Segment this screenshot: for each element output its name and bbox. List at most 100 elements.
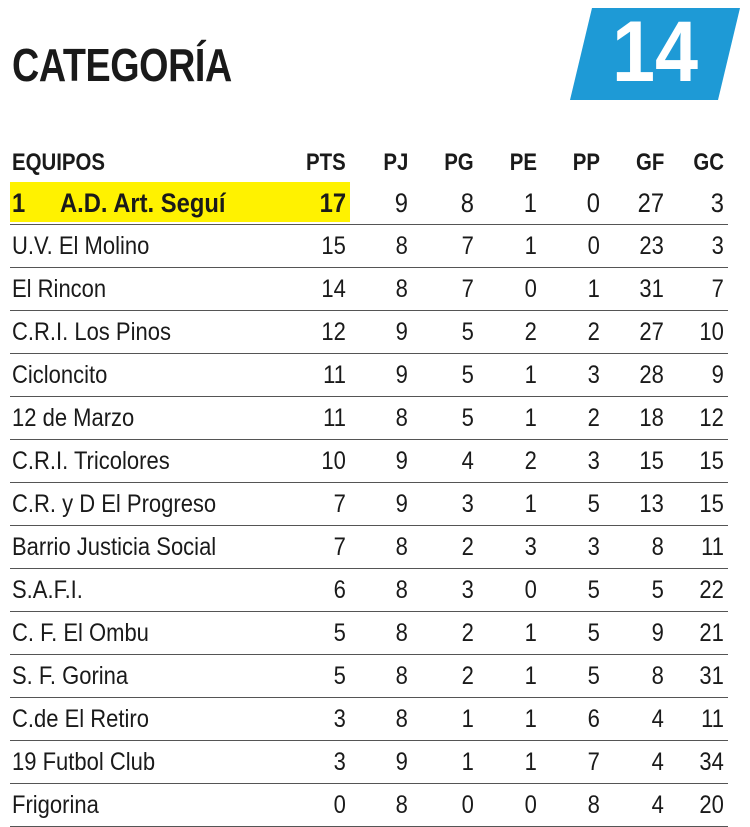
pts-cell: 5 xyxy=(333,662,346,690)
pts-cell: 7 xyxy=(333,533,346,561)
gc-cell: 34 xyxy=(699,748,724,776)
pg-cell: 0 xyxy=(461,791,474,819)
team-name: C.de El Retiro xyxy=(12,705,149,733)
pp-cell: 0 xyxy=(586,188,600,218)
pe-cell: 1 xyxy=(524,404,537,432)
table-row: 19 Futbol Club 3 9 1 1 7 4 34 xyxy=(10,741,728,784)
pj-cell: 8 xyxy=(395,232,408,260)
gf-cell: 4 xyxy=(651,791,664,819)
gf-cell: 9 xyxy=(651,619,664,647)
pe-cell: 3 xyxy=(524,533,537,561)
pp-cell: 5 xyxy=(587,490,600,518)
pts-cell: 17 xyxy=(319,188,346,218)
table-row: C.de El Retiro 3 8 1 1 6 4 11 xyxy=(10,698,728,741)
gf-cell: 8 xyxy=(651,662,664,690)
gf-cell: 23 xyxy=(639,232,664,260)
pts-cell: 12 xyxy=(321,318,346,346)
pts-cell: 3 xyxy=(333,748,346,776)
pp-cell: 7 xyxy=(587,748,600,776)
table-row: C.R.I. Los Pinos 12 9 5 2 2 27 10 xyxy=(10,311,728,354)
gc-cell: 7 xyxy=(711,275,724,303)
pp-cell: 6 xyxy=(587,705,600,733)
pp-cell: 8 xyxy=(587,791,600,819)
gf-cell: 28 xyxy=(639,361,664,389)
table-row: Frigorina 0 8 0 0 8 4 20 xyxy=(10,784,728,827)
gc-cell: 9 xyxy=(711,361,724,389)
team-name: C. F. El Ombu xyxy=(12,619,149,647)
team-name: Cicloncito xyxy=(12,361,108,389)
gc-cell: 15 xyxy=(699,447,724,475)
team-name: S.A.F.I. xyxy=(12,576,83,604)
pts-cell: 6 xyxy=(333,576,346,604)
team-name: C.R.I. Los Pinos xyxy=(12,318,171,346)
pp-cell: 5 xyxy=(587,619,600,647)
badge-background xyxy=(570,8,740,100)
pp-cell: 2 xyxy=(587,404,600,432)
column-header: PE xyxy=(509,149,537,176)
pp-cell: 3 xyxy=(587,361,600,389)
pj-cell: 8 xyxy=(395,533,408,561)
pe-cell: 1 xyxy=(524,748,537,776)
pts-cell: 3 xyxy=(333,705,346,733)
gc-cell: 3 xyxy=(711,232,724,260)
pe-cell: 1 xyxy=(524,361,537,389)
table-row: C.R. y D El Progreso 7 9 3 1 5 13 15 xyxy=(10,483,728,526)
pe-cell: 2 xyxy=(524,318,537,346)
pj-cell: 8 xyxy=(395,275,408,303)
pj-cell: 9 xyxy=(394,188,408,218)
pp-cell: 1 xyxy=(587,275,600,303)
pj-cell: 8 xyxy=(395,705,408,733)
table-row: U.V. El Molino 15 8 7 1 0 23 3 xyxy=(10,225,728,268)
pe-cell: 1 xyxy=(524,619,537,647)
team-name: A.D. Art. Seguí xyxy=(60,188,226,218)
table-row: Cicloncito 11 9 5 1 3 28 9 xyxy=(10,354,728,397)
gc-cell: 22 xyxy=(699,576,724,604)
pg-cell: 4 xyxy=(461,447,474,475)
pj-cell: 8 xyxy=(395,404,408,432)
gf-cell: 4 xyxy=(651,748,664,776)
column-header: GF xyxy=(635,149,664,176)
gf-cell: 18 xyxy=(639,404,664,432)
page-title: CATEGORÍA xyxy=(12,39,232,91)
gf-cell: 5 xyxy=(651,576,664,604)
pts-cell: 11 xyxy=(323,361,346,389)
team-name: Barrio Justicia Social xyxy=(12,533,217,561)
pg-cell: 1 xyxy=(461,705,474,733)
gc-cell: 20 xyxy=(699,791,724,819)
column-header: PP xyxy=(572,149,600,176)
gf-cell: 8 xyxy=(651,533,664,561)
table-row: 12 de Marzo 11 8 5 1 2 18 12 xyxy=(10,397,728,440)
column-header: GC xyxy=(693,149,724,176)
pts-cell: 0 xyxy=(333,791,346,819)
gc-cell: 15 xyxy=(699,490,724,518)
team-name: 19 Futbol Club xyxy=(12,748,156,776)
gf-cell: 15 xyxy=(639,447,664,475)
pj-cell: 8 xyxy=(395,662,408,690)
table-row: El Rincon 14 8 7 0 1 31 7 xyxy=(10,268,728,311)
gc-cell: 12 xyxy=(699,404,724,432)
table-row: S.A.F.I. 6 8 3 0 5 5 22 xyxy=(10,569,728,612)
gc-cell: 11 xyxy=(701,705,724,733)
pp-cell: 3 xyxy=(587,533,600,561)
team-name: U.V. El Molino xyxy=(12,232,150,260)
pe-cell: 1 xyxy=(523,188,537,218)
pts-cell: 14 xyxy=(321,275,346,303)
pts-cell: 7 xyxy=(333,490,346,518)
column-header: PJ xyxy=(383,149,408,176)
pg-cell: 5 xyxy=(461,404,474,432)
gc-cell: 21 xyxy=(699,619,724,647)
pg-cell: 7 xyxy=(461,232,474,260)
gc-cell: 31 xyxy=(699,662,724,690)
pts-cell: 10 xyxy=(321,447,346,475)
pe-cell: 1 xyxy=(524,662,537,690)
table-header: EQUIPOS PTS PJ PG PE PP GF GC xyxy=(10,144,728,182)
pj-cell: 9 xyxy=(395,748,408,776)
pj-cell: 8 xyxy=(395,576,408,604)
pj-cell: 9 xyxy=(395,447,408,475)
gf-cell: 4 xyxy=(651,705,664,733)
standings-table: EQUIPOS PTS PJ PG PE PP GF GC 1 A.D. Art… xyxy=(10,144,728,827)
column-header: EQUIPOS xyxy=(12,149,105,176)
team-name: S. F. Gorina xyxy=(12,662,129,690)
pe-cell: 1 xyxy=(524,705,537,733)
gc-cell: 11 xyxy=(701,533,724,561)
